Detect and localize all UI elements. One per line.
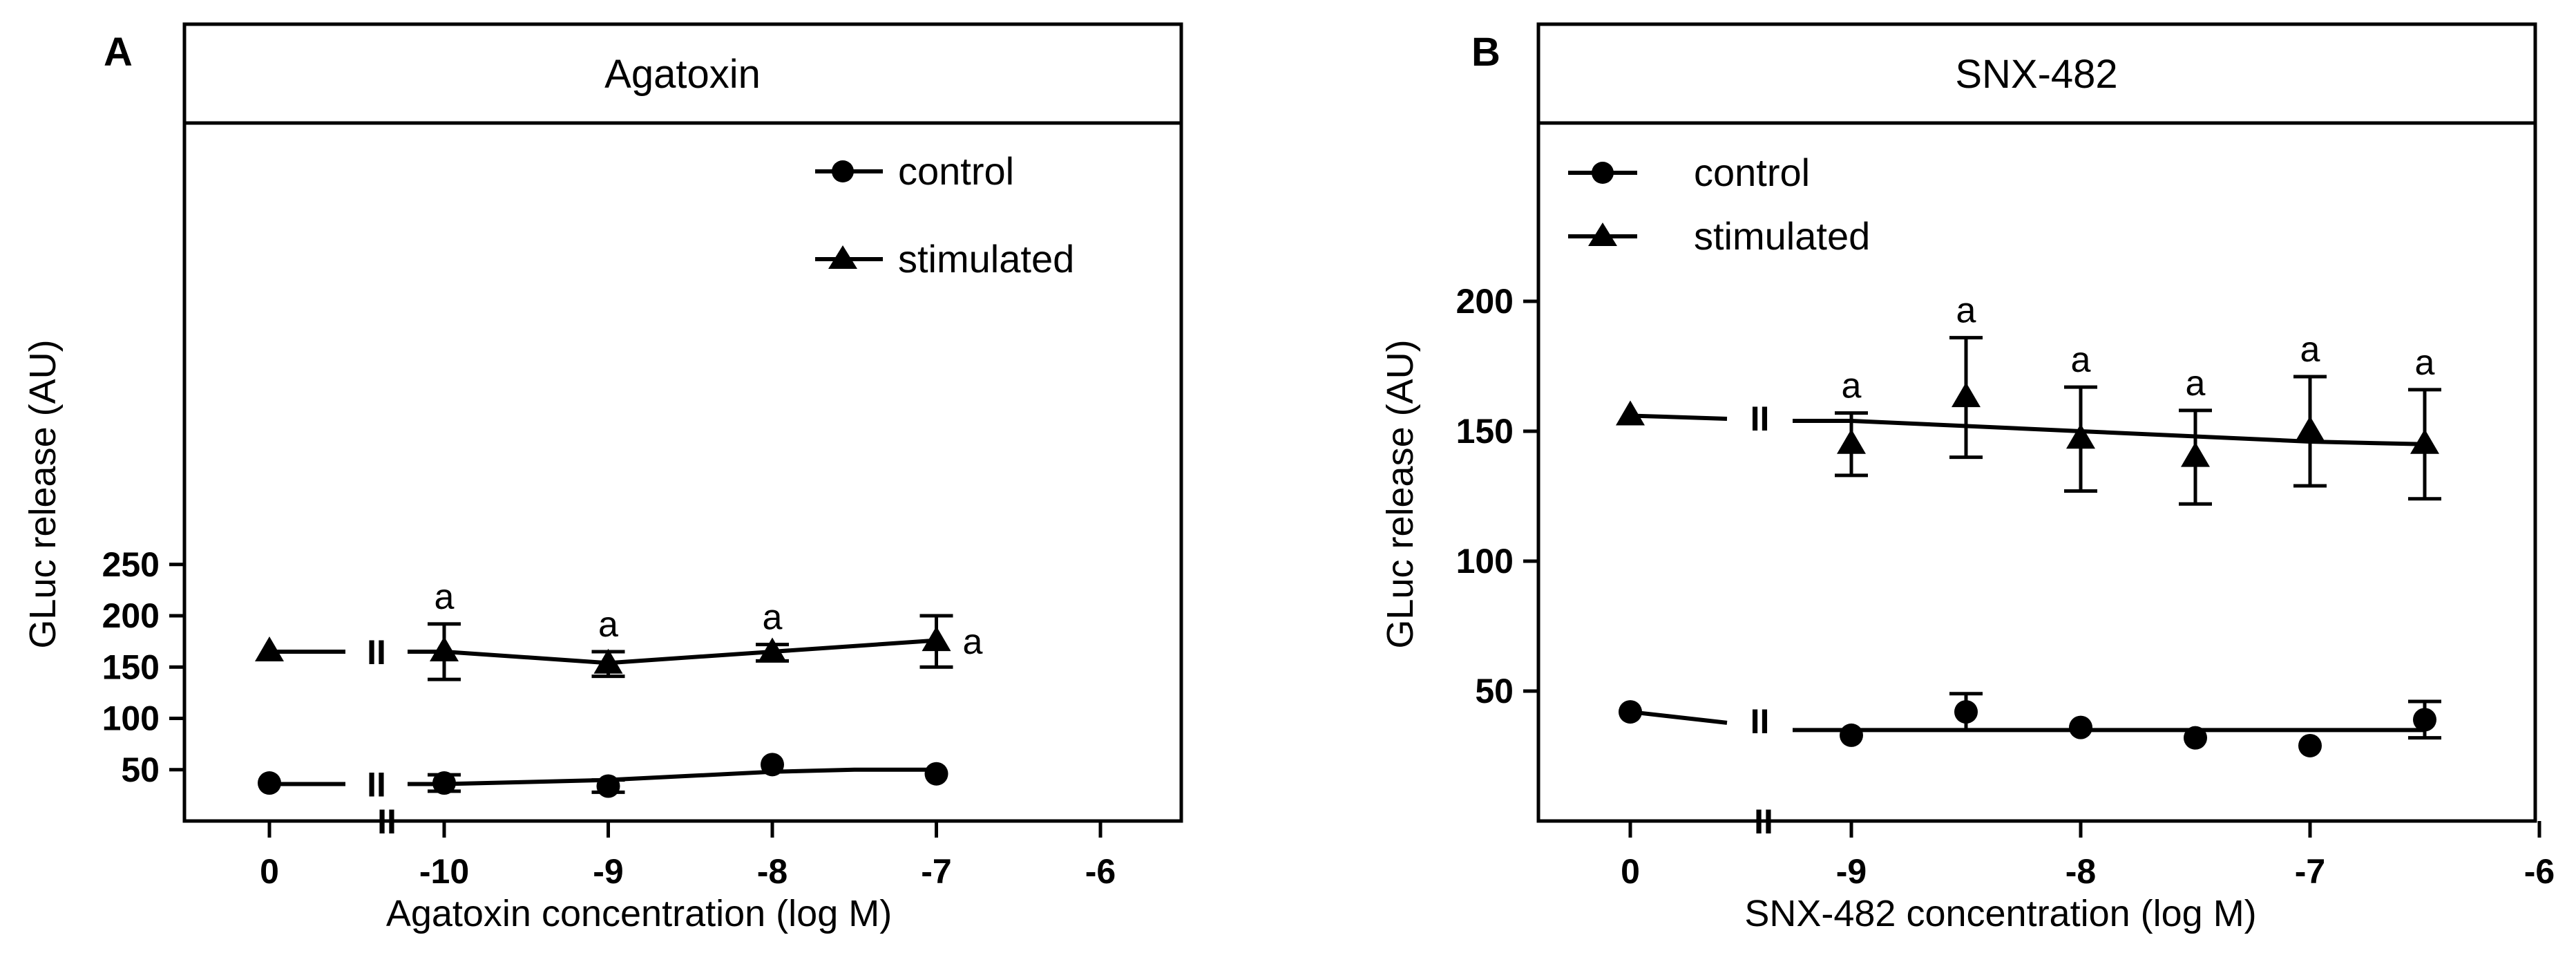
point-control-b-3 <box>2069 715 2092 739</box>
point-stimulated-b-5 <box>2296 416 2325 441</box>
legend-marker-control-a <box>832 160 854 182</box>
y-tick-label-b-0: 50 <box>1475 672 1514 710</box>
point-stimulated-a-4 <box>922 626 951 652</box>
x-tick-label-a-2: -9 <box>593 852 623 891</box>
significance-labels-b: a a a a a a <box>1842 291 2435 406</box>
point-control-b-1 <box>1840 723 1863 747</box>
x-tick-label-a-0: 0 <box>260 852 279 891</box>
x-tick-label-b-3: -7 <box>2295 852 2325 891</box>
chart-title-a: Agatoxin <box>604 52 761 97</box>
error-bars-a <box>428 614 953 794</box>
panel-a: A Agatoxin 50 100 150 200 250 II 0 -10 -9 -8 -7 -6… <box>22 22 1183 934</box>
panel-letter-b: B <box>1471 30 1500 75</box>
y-tick-label-b-2: 150 <box>1456 412 1514 451</box>
legend-marker-stimulated-a <box>828 245 857 269</box>
point-control-a-3 <box>761 753 784 777</box>
legend-label-control-a: control <box>898 149 1014 193</box>
x-axis-label-b: SNX-482 concentration (log M) <box>1744 893 2256 934</box>
significance-labels-a: a a a a <box>435 577 983 662</box>
legend-label-stimulated-b: stimulated <box>1694 214 1870 258</box>
y-tick-label-b-1: 100 <box>1456 542 1514 581</box>
x-tick-label-a-4: -7 <box>921 852 951 891</box>
point-stimulated-b-0 <box>1616 400 1645 426</box>
panel-letter-a: A <box>104 30 133 75</box>
sig-label-stimulated-b-5: a <box>2300 330 2320 370</box>
sig-label-stimulated-a-2: a <box>598 605 618 645</box>
point-control-b-4 <box>2184 726 2207 750</box>
y-tick-label-a-4: 250 <box>102 545 160 584</box>
legend-label-control-b: control <box>1694 151 1810 194</box>
point-control-a-4 <box>924 762 948 786</box>
x-axis-break-a: II <box>377 802 397 841</box>
fit-curve-right-stimulated-a <box>408 638 937 666</box>
point-control-a-0 <box>258 771 281 795</box>
legend-label-stimulated-a: stimulated <box>898 237 1074 281</box>
point-stimulated-b-3 <box>2066 424 2095 449</box>
point-control-b-5 <box>2298 733 2322 757</box>
fit-curve-left-control-b <box>1630 710 1728 725</box>
curve-break-stimulated-a: II <box>367 633 386 672</box>
curve-break-control-b: II <box>1750 702 1770 741</box>
data-points-b <box>1616 382 2439 757</box>
panel-b: B SNX-482 50 100 150 200 II 0 -9 -8 -7 -6 II II a… <box>1380 22 2555 934</box>
point-stimulated-b-6 <box>2410 428 2439 454</box>
x-axis-break-b: II <box>1754 802 1773 841</box>
x-axis-b: II 0 -9 -8 -7 -6 <box>1538 802 2555 891</box>
y-axis-b: 50 100 150 200 <box>1456 123 1540 821</box>
point-control-a-1 <box>432 771 456 795</box>
point-stimulated-a-2 <box>593 648 623 674</box>
y-tick-label-a-2: 150 <box>102 648 160 686</box>
point-control-b-2 <box>1954 700 1978 724</box>
fit-curve-right-stimulated-b <box>1793 418 2425 446</box>
sig-label-stimulated-a-3: a <box>763 598 783 638</box>
x-axis-label-a: Agatoxin concentration (log M) <box>386 893 892 934</box>
y-tick-label-b-3: 200 <box>1456 282 1514 321</box>
plot-frame-a <box>182 121 1183 823</box>
x-tick-label-a-1: -10 <box>419 852 469 891</box>
sig-label-stimulated-b-6: a <box>2415 343 2435 383</box>
point-stimulated-b-2 <box>1952 382 1981 408</box>
y-tick-label-a-1: 100 <box>102 699 160 738</box>
curve-break-control-a: II <box>367 766 386 804</box>
x-axis-a: II 0 -10 -9 -8 -7 -6 <box>184 802 1181 891</box>
x-tick-label-b-0: 0 <box>1621 852 1640 891</box>
point-stimulated-b-4 <box>2181 442 2210 467</box>
legend-marker-stimulated-b <box>1588 223 1617 246</box>
data-points-a <box>255 626 951 798</box>
error-bars-b <box>1835 336 2441 740</box>
point-stimulated-a-1 <box>430 636 459 661</box>
y-tick-label-a-3: 200 <box>102 596 160 635</box>
x-tick-label-a-3: -8 <box>757 852 788 891</box>
y-axis-label-b: GLuc release (AU) <box>1380 339 1421 648</box>
legend-b: control stimulated <box>1568 151 1870 258</box>
x-tick-label-b-2: -8 <box>2065 852 2096 891</box>
point-stimulated-a-3 <box>758 637 787 663</box>
x-tick-label-a-5: -6 <box>1085 852 1116 891</box>
curve-break-stimulated-b: II <box>1750 399 1770 438</box>
x-tick-label-b-4: -6 <box>2524 852 2555 891</box>
y-tick-label-a-0: 50 <box>121 751 160 789</box>
sig-label-stimulated-a-4: a <box>963 622 983 662</box>
y-axis-a: 50 100 150 200 250 <box>102 123 187 821</box>
chart-title-b: SNX-482 <box>1955 52 2117 97</box>
point-stimulated-b-1 <box>1837 428 1866 454</box>
x-tick-label-b-1: -9 <box>1836 852 1867 891</box>
legend-a: control stimulated <box>815 149 1074 281</box>
y-axis-label-a: GLuc release (AU) <box>22 339 64 648</box>
legend-marker-control-b <box>1592 162 1614 184</box>
fit-curve-left-stimulated-b <box>1630 413 1728 421</box>
sig-label-stimulated-b-4: a <box>2186 364 2206 404</box>
sig-label-stimulated-b-3: a <box>2071 340 2091 380</box>
fit-curves-b: II II <box>1630 399 2425 741</box>
point-control-a-2 <box>596 774 620 798</box>
point-stimulated-a-0 <box>255 636 284 661</box>
sig-label-stimulated-b-1: a <box>1842 366 1862 406</box>
sig-label-stimulated-b-2: a <box>1956 291 1976 331</box>
point-control-b-0 <box>1619 700 1642 724</box>
fit-curve-right-control-a <box>408 767 937 786</box>
sig-label-stimulated-a-1: a <box>435 577 455 617</box>
point-control-b-6 <box>2413 708 2436 732</box>
